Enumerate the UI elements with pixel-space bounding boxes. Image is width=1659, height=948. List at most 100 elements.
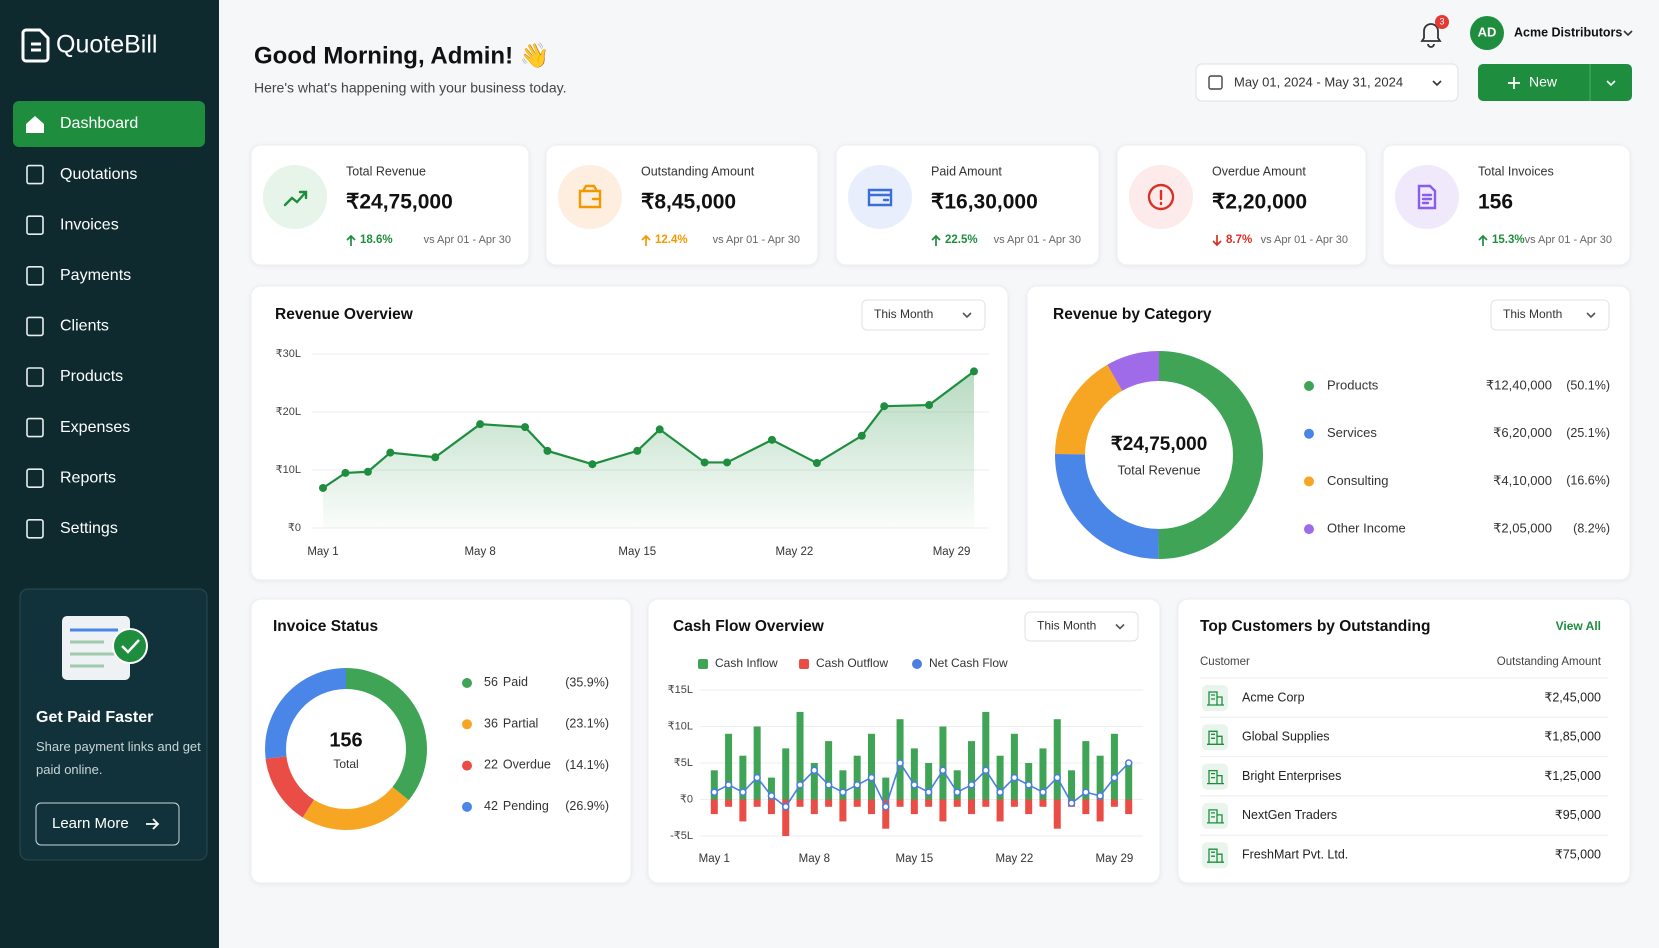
nav-item[interactable]: Invoices xyxy=(26,215,119,235)
bar xyxy=(1125,763,1133,800)
bar xyxy=(867,733,875,800)
donut-center-label: Total xyxy=(333,757,358,771)
promo-text: Share payment links and get paid online. xyxy=(36,739,201,777)
promo-button[interactable]: Learn More xyxy=(35,802,180,846)
nav-item[interactable]: Expenses xyxy=(26,417,130,438)
kpi-value: 156 xyxy=(1478,191,1513,214)
chart-title: Revenue Overview xyxy=(275,306,414,323)
line-point xyxy=(700,458,709,467)
line-point xyxy=(839,788,847,796)
legend-swatch xyxy=(912,659,922,669)
line-point xyxy=(1067,799,1076,807)
chart: Revenue Overview This Month ₹0 ₹10L ₹20L ₹30L… xyxy=(275,299,989,558)
kpi-icon xyxy=(1147,183,1175,211)
nav-item[interactable]: Products xyxy=(26,367,123,387)
bar xyxy=(725,733,733,800)
line-point xyxy=(982,766,990,775)
donut-segment xyxy=(1055,364,1123,455)
filter-label: This Month xyxy=(874,307,933,321)
avatar xyxy=(1470,16,1504,50)
notifications[interactable]: 3 xyxy=(1420,15,1449,48)
view-all-link[interactable]: View All xyxy=(1556,619,1601,633)
line-point xyxy=(476,420,485,429)
x-tick-label: May 8 xyxy=(799,853,830,865)
line-point xyxy=(767,792,776,800)
nav-item[interactable]: Payments xyxy=(26,265,131,286)
bar xyxy=(1096,755,1104,800)
card xyxy=(647,598,1161,884)
kpi-value: ₹24,75,000 xyxy=(346,191,453,214)
line-point xyxy=(724,781,733,789)
line-point xyxy=(939,766,947,775)
legend-label: 56 Paid xyxy=(484,675,528,689)
legend-label: Other Income xyxy=(1327,521,1406,536)
y-tick-label: ₹15L xyxy=(668,684,693,696)
nav-item[interactable]: Dashboard xyxy=(13,101,205,147)
profile[interactable]: AD Acme Distributors xyxy=(1470,16,1633,50)
nav-label: Invoices xyxy=(60,216,119,233)
filter-dropdown[interactable] xyxy=(861,299,986,331)
line-point xyxy=(1124,759,1133,767)
trend-arrow xyxy=(1478,234,1488,246)
kpi-label: Total Revenue xyxy=(346,164,426,178)
donut-segment xyxy=(1107,351,1159,391)
nav-item[interactable]: Reports xyxy=(26,468,116,489)
bar xyxy=(1039,748,1047,800)
promo-button-box xyxy=(35,802,180,846)
donut-segment xyxy=(302,786,409,830)
legend-dot xyxy=(462,801,472,812)
nav-item[interactable]: Settings xyxy=(26,518,118,539)
bar xyxy=(1039,799,1047,807)
nav-label: Dashboard xyxy=(60,115,138,132)
card xyxy=(1177,598,1631,884)
legend-label: Consulting xyxy=(1327,473,1388,488)
legend-dot xyxy=(1304,524,1314,535)
customer-icon-bg xyxy=(1202,842,1228,869)
nav-item[interactable]: Quotations xyxy=(26,164,137,185)
kpi-value: ₹2,20,000 xyxy=(1212,191,1307,214)
donut-segment xyxy=(265,668,346,759)
line-point xyxy=(319,483,327,492)
nav-item[interactable]: Clients xyxy=(26,316,109,337)
legend-share: (35.9%) xyxy=(565,675,609,689)
line-point xyxy=(739,788,747,796)
promo-title: Get Paid Faster xyxy=(36,709,153,726)
customer-name: FreshMart Pvt. Ltd. xyxy=(1242,847,1348,861)
company-name: Acme Distributors xyxy=(1514,25,1622,39)
y-tick-label: ₹5L xyxy=(674,757,693,769)
nav-active xyxy=(13,101,205,147)
filter-dropdown[interactable] xyxy=(1024,611,1139,642)
legend-label: Net Cash Flow xyxy=(929,656,1008,670)
filter-dropdown[interactable] xyxy=(1490,299,1610,331)
legend-name: Paid xyxy=(503,675,528,689)
customer-icon-bg xyxy=(1202,763,1228,790)
bar xyxy=(1068,770,1076,800)
line-point xyxy=(753,773,761,782)
nav-label: Reports xyxy=(60,469,116,486)
x-tick-label: May 15 xyxy=(895,853,933,865)
customer-icon xyxy=(1207,769,1224,785)
kpi-change: 15.3% xyxy=(1492,234,1525,246)
brand: QuoteBill xyxy=(56,31,157,59)
trend-arrow xyxy=(641,234,651,246)
nav-icon xyxy=(26,215,44,235)
bar xyxy=(953,770,961,800)
logo-icon xyxy=(21,28,50,63)
bar xyxy=(1053,799,1061,829)
new-button-box xyxy=(1478,64,1632,101)
date-range[interactable]: May 01, 2024 - May 31, 2024 xyxy=(1195,63,1459,102)
customer-amount: ₹95,000 xyxy=(1555,808,1601,822)
new-button[interactable]: New xyxy=(1478,64,1632,101)
card xyxy=(250,144,530,266)
line-point xyxy=(1110,773,1119,782)
legend-value: ₹4,10,000 xyxy=(1493,473,1552,488)
nav-icon xyxy=(26,518,44,539)
bar xyxy=(896,799,904,807)
legend-dot xyxy=(462,678,472,688)
chart: Revenue by Category This Month Products ₹12… xyxy=(1053,299,1610,559)
nav-icon xyxy=(26,417,44,438)
customer-amount: ₹1,25,000 xyxy=(1544,769,1601,783)
bar xyxy=(867,799,875,815)
line-point xyxy=(543,446,552,455)
